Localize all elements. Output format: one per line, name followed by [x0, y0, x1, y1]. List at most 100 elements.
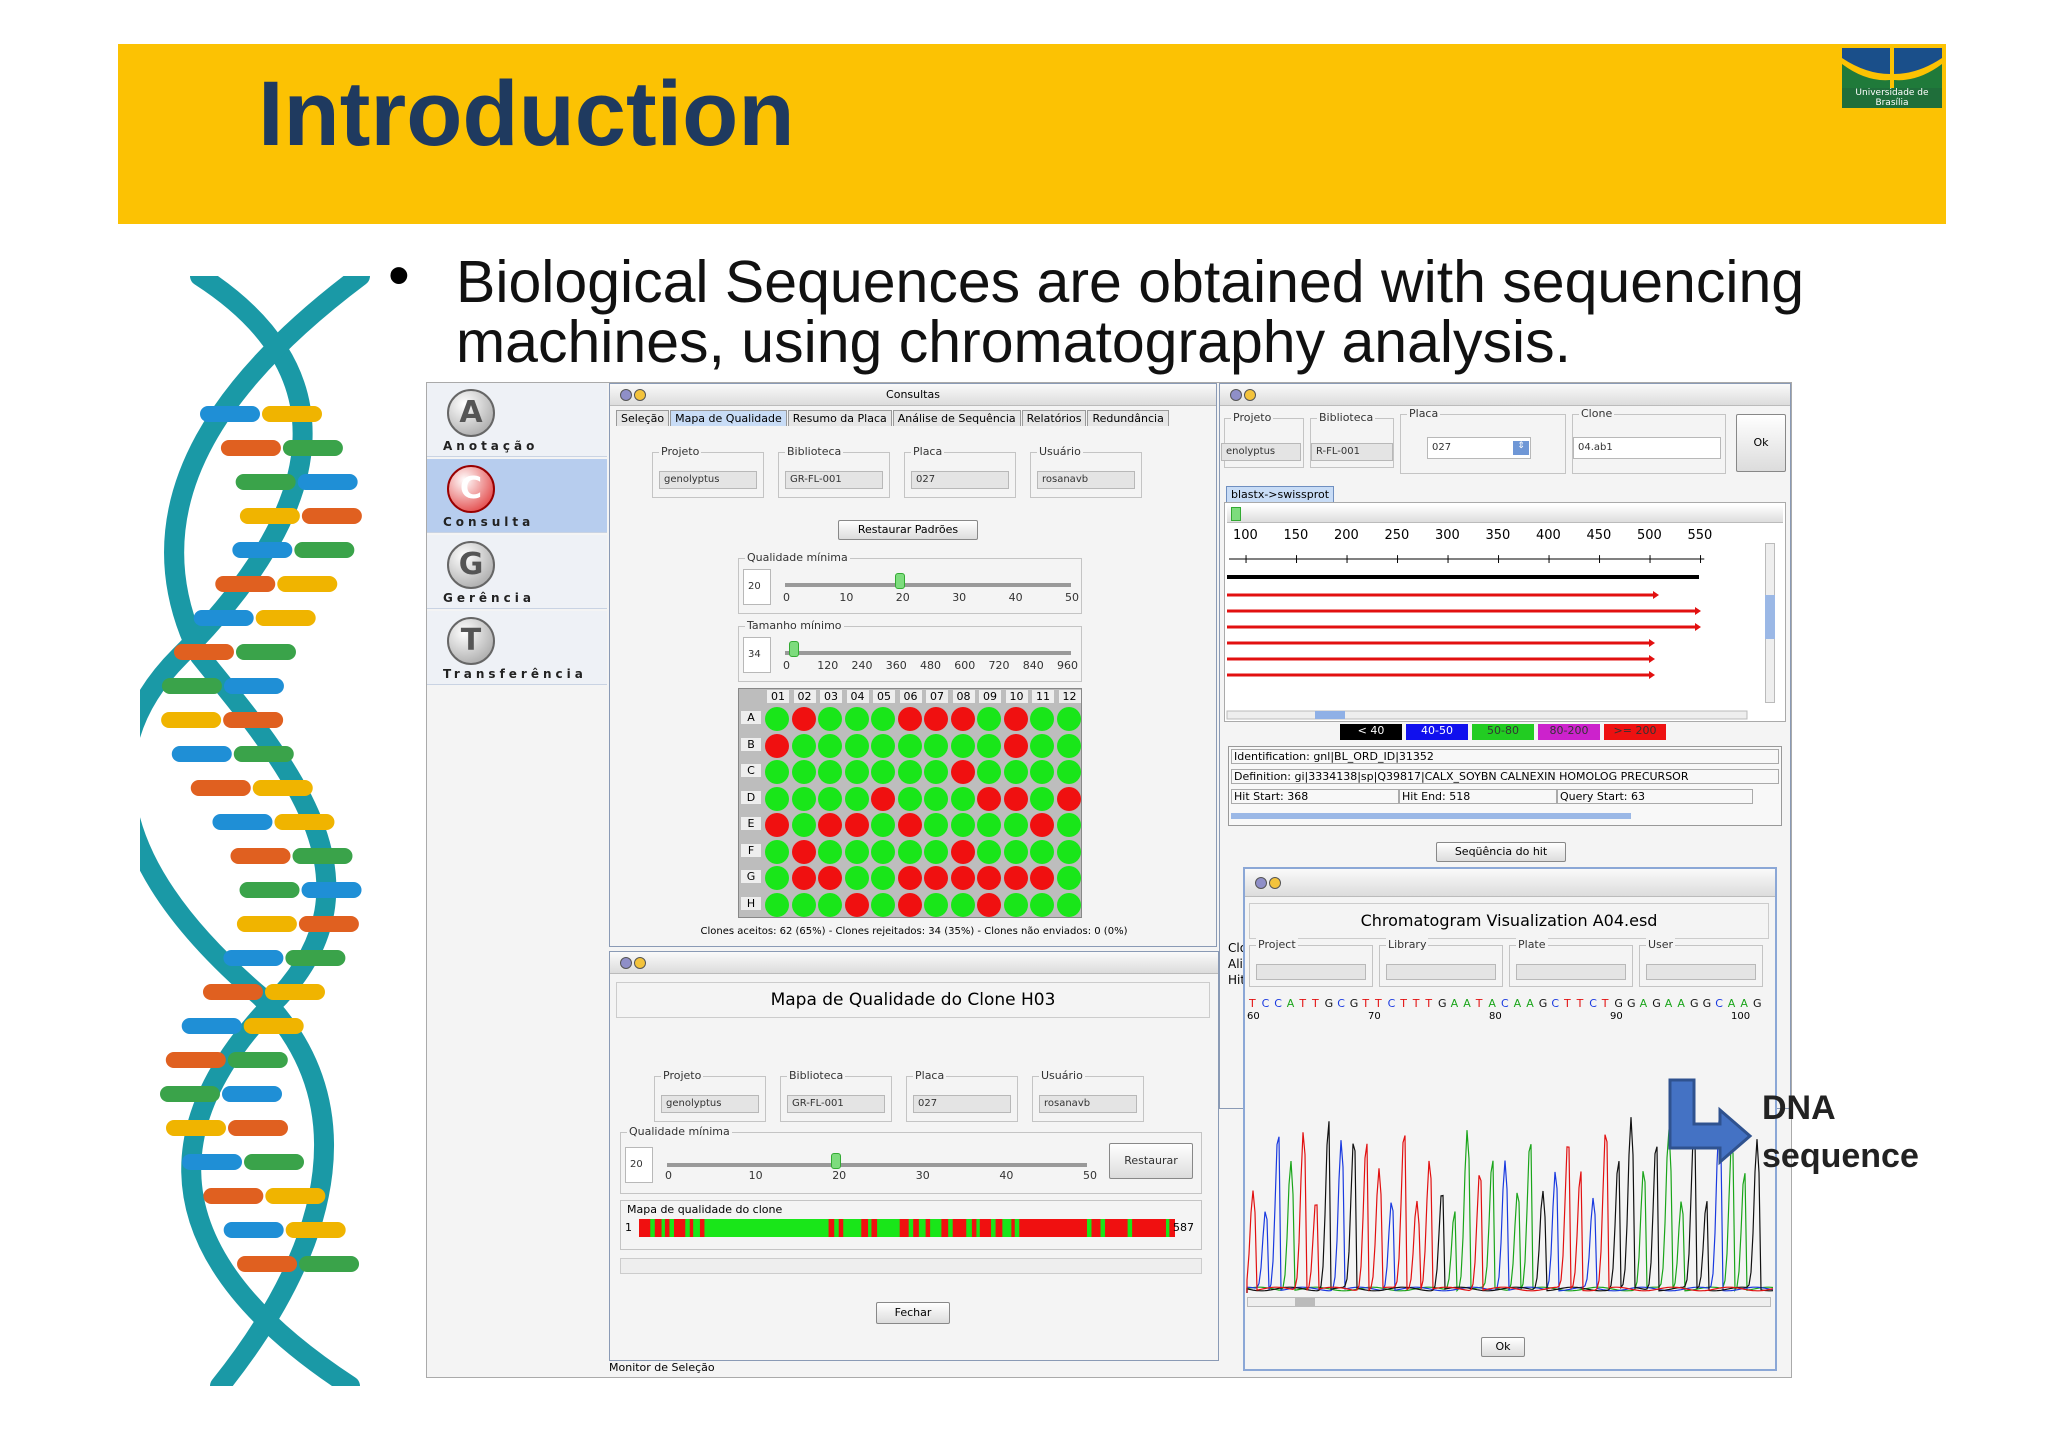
plate-well[interactable]	[950, 839, 975, 864]
plate-well[interactable]	[897, 892, 922, 917]
plate-well[interactable]	[818, 892, 842, 917]
plate-well[interactable]	[844, 733, 869, 758]
plate-well[interactable]	[844, 786, 869, 811]
plate-well[interactable]	[765, 813, 789, 837]
plate-well[interactable]	[871, 733, 895, 758]
sidebar-item-anotação[interactable]: A Anotação	[427, 383, 607, 457]
plate-well[interactable]	[818, 707, 842, 731]
plate-well[interactable]	[1003, 786, 1028, 811]
alignment-vscroll-thumb[interactable]	[1765, 595, 1775, 639]
plate-well[interactable]	[1003, 866, 1028, 890]
plate-well[interactable]	[1030, 813, 1054, 837]
quality-slider-track[interactable]	[785, 583, 1071, 587]
plate-well[interactable]	[924, 839, 948, 864]
quality-slider-thumb[interactable]	[895, 573, 905, 589]
plate-well[interactable]	[871, 866, 895, 890]
chromatogram-user-field[interactable]	[1646, 964, 1756, 980]
plate-well[interactable]	[818, 866, 842, 890]
chromatogram-library-field[interactable]	[1386, 964, 1496, 980]
plate-well[interactable]	[977, 839, 1001, 864]
plate-well[interactable]	[977, 786, 1001, 811]
close-button[interactable]: Fechar	[876, 1302, 950, 1324]
clone-select[interactable]: 04.ab1	[1573, 437, 1721, 459]
placa-select[interactable]: 027	[1427, 437, 1531, 459]
plate-well[interactable]	[1056, 760, 1081, 784]
chromatogram-ok-button[interactable]: Ok	[1481, 1337, 1525, 1357]
consultas-projeto-field[interactable]: genolyptus	[659, 471, 757, 489]
plate-well[interactable]	[897, 707, 922, 731]
plate-well[interactable]	[977, 866, 1001, 890]
plate-well[interactable]	[844, 892, 869, 917]
sidebar-item-transferência[interactable]: T Transferência	[427, 611, 607, 685]
plate-well[interactable]	[791, 707, 816, 731]
plate-well[interactable]	[844, 813, 869, 837]
plate-well[interactable]	[977, 813, 1001, 837]
window-close-icon[interactable]	[1269, 877, 1281, 889]
blast-projeto-field[interactable]: enolyptus	[1221, 443, 1301, 461]
window-minimize-icon[interactable]	[1255, 877, 1267, 889]
plate-well[interactable]	[791, 760, 816, 784]
hit-sequence-button[interactable]: Seqüência do hit	[1436, 842, 1566, 862]
clone-quality-slider-track[interactable]	[667, 1163, 1087, 1167]
size-value-field[interactable]: 34	[743, 637, 771, 673]
plate-well[interactable]	[1056, 813, 1081, 837]
plate-well[interactable]	[924, 733, 948, 758]
plate-well[interactable]	[871, 760, 895, 784]
plate-well[interactable]	[924, 786, 948, 811]
plate-well[interactable]	[924, 707, 948, 731]
tab-relatórios[interactable]: Relatórios	[1021, 410, 1087, 426]
plate-well[interactable]	[950, 733, 975, 758]
window-minimize-icon[interactable]	[1230, 389, 1242, 401]
plate-well[interactable]	[1030, 733, 1054, 758]
size-slider-track[interactable]	[785, 651, 1071, 655]
plate-well[interactable]	[844, 707, 869, 731]
plate-well[interactable]	[977, 760, 1001, 784]
plate-well[interactable]	[871, 786, 895, 811]
plate-well[interactable]	[871, 892, 895, 917]
plate-well[interactable]	[844, 760, 869, 784]
alignment-slider-thumb[interactable]	[1231, 507, 1241, 521]
plate-well[interactable]	[950, 707, 975, 731]
plate-well[interactable]	[791, 786, 816, 811]
plate-well[interactable]	[791, 892, 816, 917]
plate-well[interactable]	[765, 760, 789, 784]
tab-mapa-de-qualidade[interactable]: Mapa de Qualidade	[670, 410, 787, 426]
plate-well[interactable]	[924, 813, 948, 837]
plate-well[interactable]	[818, 839, 842, 864]
plate-well[interactable]	[977, 707, 1001, 731]
plate-well[interactable]	[791, 839, 816, 864]
ok-button[interactable]: Ok	[1736, 414, 1786, 472]
tab-redundância[interactable]: Redundância	[1087, 410, 1169, 426]
window-minimize-icon[interactable]	[620, 389, 632, 401]
chromatogram-plate-field[interactable]	[1516, 964, 1626, 980]
clone-biblioteca-field[interactable]: GR-FL-001	[787, 1095, 885, 1113]
plate-well[interactable]	[1030, 707, 1054, 731]
plate-well[interactable]	[765, 866, 789, 890]
plate-well[interactable]	[1056, 733, 1081, 758]
plate-well[interactable]	[897, 839, 922, 864]
plate-well[interactable]	[924, 892, 948, 917]
consultas-placa-field[interactable]: 027	[911, 471, 1009, 489]
quality-value-field[interactable]: 20	[743, 569, 771, 605]
size-slider-thumb[interactable]	[789, 641, 799, 657]
plate-well[interactable]	[1003, 839, 1028, 864]
plate-well[interactable]	[1003, 733, 1028, 758]
plate-well[interactable]	[1030, 786, 1054, 811]
sidebar-item-gerência[interactable]: G Gerência	[427, 535, 607, 609]
clone-usuário-field[interactable]: rosanavb	[1039, 1095, 1137, 1113]
tab-análise-de-sequência[interactable]: Análise de Sequência	[892, 410, 1021, 426]
plate-well[interactable]	[818, 786, 842, 811]
consultas-biblioteca-field[interactable]: GR-FL-001	[785, 471, 883, 489]
plate-well[interactable]	[924, 866, 948, 890]
tab-resumo-da-placa[interactable]: Resumo da Placa	[787, 410, 892, 426]
plate-well[interactable]	[765, 839, 789, 864]
plate-well[interactable]	[765, 892, 789, 917]
hit-details-scrollbar[interactable]	[1231, 813, 1631, 819]
plate-well[interactable]	[1003, 707, 1028, 731]
plate-well[interactable]	[791, 813, 816, 837]
plate-well[interactable]	[1056, 892, 1081, 917]
plate-well[interactable]	[791, 866, 816, 890]
plate-well[interactable]	[818, 760, 842, 784]
clone-quality-slider-thumb[interactable]	[831, 1153, 841, 1169]
chromatogram-scroll-thumb[interactable]	[1295, 1297, 1315, 1307]
